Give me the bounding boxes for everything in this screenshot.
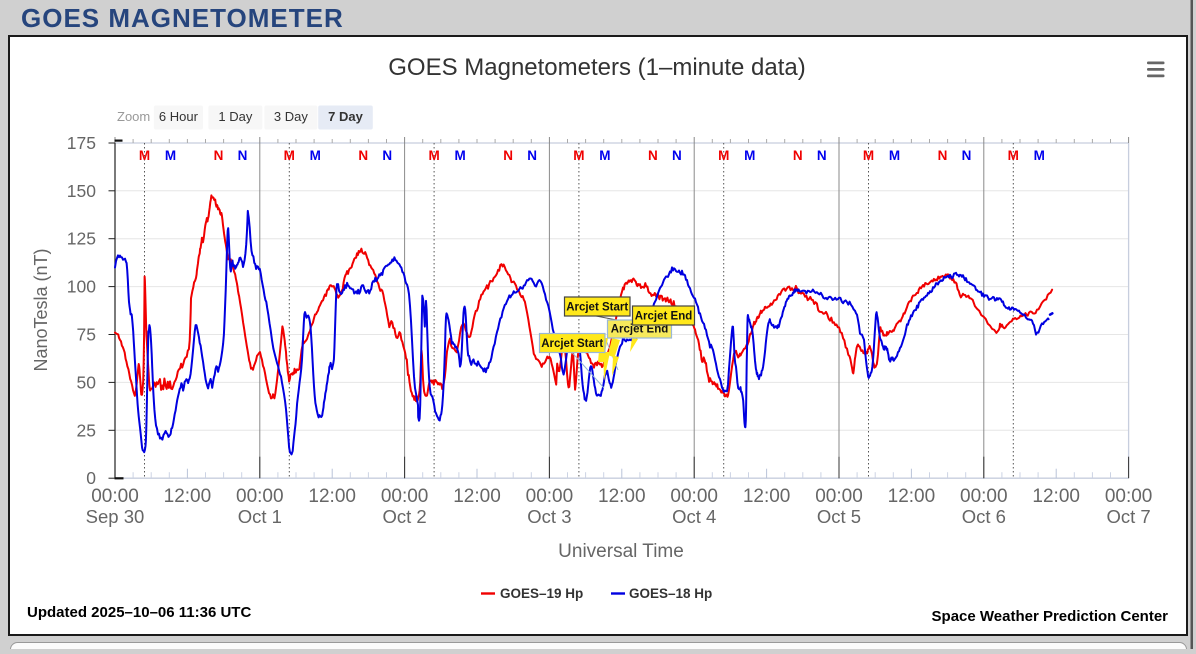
svg-text:M: M (744, 148, 755, 163)
svg-text:12:00: 12:00 (308, 486, 356, 507)
svg-text:Zoom: Zoom (117, 109, 150, 124)
svg-text:125: 125 (67, 229, 96, 249)
svg-text:N: N (672, 148, 682, 163)
svg-text:M: M (599, 148, 610, 163)
svg-text:Oct 1: Oct 1 (238, 506, 282, 527)
svg-text:00:00: 00:00 (1105, 486, 1153, 507)
svg-text:M: M (165, 148, 176, 163)
svg-text:0: 0 (86, 468, 96, 488)
svg-text:N: N (503, 148, 513, 163)
svg-text:Space Weather Prediction Cente: Space Weather Prediction Center (932, 608, 1169, 625)
svg-text:12:00: 12:00 (164, 486, 212, 507)
svg-text:N: N (648, 148, 658, 163)
svg-text:Oct 5: Oct 5 (817, 506, 861, 527)
svg-text:N: N (817, 148, 827, 163)
svg-text:00:00: 00:00 (815, 486, 863, 507)
svg-text:Arcjet End: Arcjet End (635, 311, 693, 323)
svg-text:12:00: 12:00 (1032, 486, 1080, 507)
svg-text:Sep 30: Sep 30 (86, 506, 145, 527)
svg-text:00:00: 00:00 (960, 486, 1008, 507)
svg-text:12:00: 12:00 (598, 486, 646, 507)
svg-text:NanoTesla (nT): NanoTesla (nT) (31, 248, 51, 371)
svg-text:M: M (718, 148, 729, 163)
svg-text:M: M (310, 148, 321, 163)
svg-text:N: N (358, 148, 368, 163)
svg-text:N: N (962, 148, 972, 163)
svg-text:Universal Time: Universal Time (558, 541, 684, 562)
svg-text:GOES Magnetometers (1–minute d: GOES Magnetometers (1–minute data) (388, 54, 806, 81)
svg-text:Arcjet Start: Arcjet Start (541, 338, 603, 350)
svg-text:12:00: 12:00 (453, 486, 501, 507)
svg-text:N: N (527, 148, 537, 163)
svg-text:00:00: 00:00 (670, 486, 718, 507)
svg-text:GOES–19 Hp: GOES–19 Hp (500, 586, 583, 601)
svg-text:M: M (284, 148, 295, 163)
svg-text:12:00: 12:00 (743, 486, 791, 507)
svg-text:175: 175 (67, 133, 96, 153)
svg-text:3 Day: 3 Day (274, 109, 308, 124)
svg-text:Oct 4: Oct 4 (672, 506, 716, 527)
svg-text:N: N (938, 148, 948, 163)
svg-text:00:00: 00:00 (381, 486, 429, 507)
svg-text:150: 150 (67, 181, 96, 201)
svg-text:Arcjet Start: Arcjet Start (566, 302, 628, 314)
svg-text:Oct 6: Oct 6 (962, 506, 1006, 527)
svg-text:12:00: 12:00 (888, 486, 936, 507)
svg-text:M: M (1034, 148, 1045, 163)
svg-text:M: M (454, 148, 465, 163)
svg-text:Oct 2: Oct 2 (382, 506, 426, 527)
svg-text:M: M (428, 148, 439, 163)
svg-text:N: N (238, 148, 248, 163)
svg-text:N: N (793, 148, 803, 163)
svg-text:GOES–18 Hp: GOES–18 Hp (629, 586, 712, 601)
svg-text:N: N (214, 148, 224, 163)
svg-text:Updated 2025–10–06 11:36 UTC: Updated 2025–10–06 11:36 UTC (27, 604, 251, 621)
svg-text:1 Day: 1 Day (218, 109, 252, 124)
svg-text:7 Day: 7 Day (328, 109, 363, 124)
svg-text:00:00: 00:00 (91, 486, 139, 507)
svg-text:00:00: 00:00 (526, 486, 574, 507)
svg-text:6 Hour: 6 Hour (159, 109, 199, 124)
svg-text:M: M (139, 148, 150, 163)
svg-text:M: M (889, 148, 900, 163)
svg-text:M: M (1008, 148, 1019, 163)
svg-text:25: 25 (77, 420, 96, 440)
svg-text:00:00: 00:00 (236, 486, 284, 507)
svg-text:GOES MAGNETOMETER: GOES MAGNETOMETER (21, 3, 344, 33)
svg-text:50: 50 (77, 372, 97, 392)
svg-text:100: 100 (67, 277, 96, 297)
svg-text:Oct 3: Oct 3 (527, 506, 571, 527)
svg-text:75: 75 (77, 325, 96, 345)
svg-text:Arcjet End: Arcjet End (611, 324, 669, 336)
svg-text:M: M (863, 148, 874, 163)
svg-text:N: N (382, 148, 392, 163)
svg-text:M: M (573, 148, 584, 163)
svg-text:Oct 7: Oct 7 (1106, 506, 1150, 527)
